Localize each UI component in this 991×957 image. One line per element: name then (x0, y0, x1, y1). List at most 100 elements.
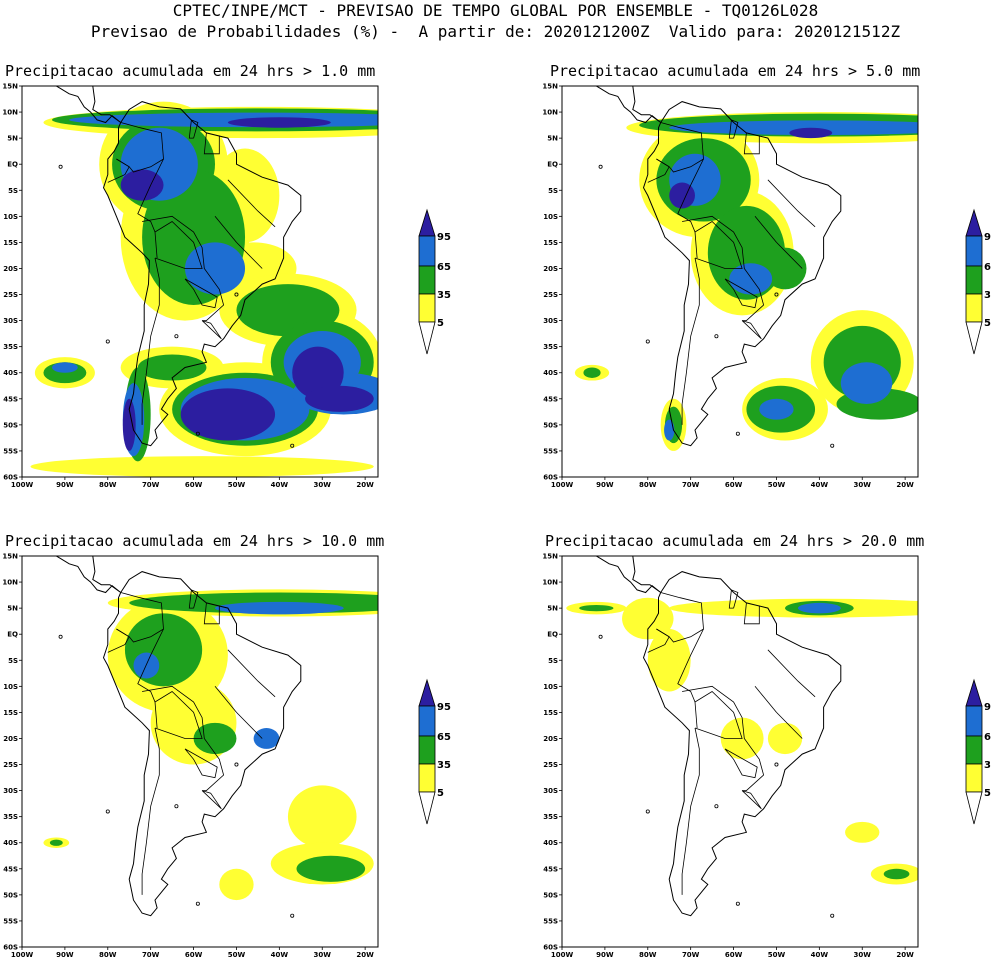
lon-label: 100W (11, 481, 34, 487)
country-border (188, 119, 199, 139)
lon-label: 90W (56, 481, 74, 487)
colorbar-box-5 (965, 763, 983, 793)
lat-label: 40S (543, 369, 558, 377)
lon-label: 30W (314, 481, 332, 487)
island (234, 292, 239, 297)
country-border (236, 242, 263, 269)
colorbar-label-65: 65 (984, 732, 991, 743)
lat-label: 5N (547, 135, 558, 143)
prob-area-2 (883, 868, 910, 880)
island (714, 804, 719, 809)
map-frame (561, 85, 919, 478)
country-border (142, 685, 225, 792)
lon-label: 60W (185, 951, 203, 957)
lat-label: 5S (8, 657, 18, 665)
lon-label: 100W (11, 951, 34, 957)
prob-area-2 (49, 839, 63, 846)
map-panel-5mm: 15N 10N 5N EQ 5S 10S 15S 20S 25S 30S 35S 40S 45S 50S 5… (542, 83, 919, 488)
colorbar-label-65: 65 (984, 262, 991, 273)
lon-label: 50W (228, 951, 246, 957)
prob-area-2 (124, 613, 203, 687)
lat-label: 10S (543, 213, 558, 221)
lat-label: 15S (3, 239, 18, 247)
lat-label: 5S (548, 187, 558, 195)
lat-label: 15S (3, 709, 18, 717)
country-border (236, 712, 263, 739)
prob-area-2 (137, 354, 207, 381)
colorbar-label-35: 35 (984, 760, 991, 771)
country-border (227, 649, 276, 698)
country-border (681, 257, 700, 425)
colorbar-label-5: 5 (437, 788, 444, 799)
lon-label: 20W (356, 481, 374, 487)
colorbar-label-35: 35 (437, 760, 451, 771)
lat-label: 10N (542, 579, 558, 587)
lat-label: 20S (543, 265, 558, 273)
prob-area-3 (215, 601, 344, 615)
colorbar-box-35 (965, 265, 983, 295)
colorbar-label-65: 65 (437, 262, 451, 273)
colorbar-cap-95 (418, 678, 436, 707)
island (105, 339, 110, 344)
lat-label: 50S (3, 421, 18, 429)
prob-area-4 (120, 169, 164, 201)
country-border (203, 132, 220, 155)
prob-area-3 (664, 419, 675, 441)
prob-area-3 (840, 362, 893, 405)
lat-label: EQ (547, 161, 558, 169)
colorbar-label-5: 5 (437, 318, 444, 329)
map-axes: 15N 10N 5N EQ 5S 10S 15S 20S 25S 30S 35S 40S 45S 50S 5… (2, 83, 374, 488)
island (735, 901, 740, 906)
country-border (203, 602, 220, 625)
country-border (681, 727, 700, 895)
prob-area-1 (845, 821, 880, 843)
central-america-coastline (595, 86, 662, 124)
lon-label: 20W (896, 481, 914, 487)
lat-label: 60S (3, 474, 18, 482)
colorbar-cap-low (418, 321, 436, 355)
island (735, 431, 740, 436)
lat-label: 5N (7, 605, 18, 613)
colorbar-box-65 (965, 705, 983, 737)
map-axes: 15N 10N 5N EQ 5S 10S 15S 20S 25S 30S 35S 40S 45S 50S 5… (542, 83, 914, 488)
country-border (743, 602, 760, 625)
prob-area-1 (219, 868, 254, 901)
prob-area-3 (52, 362, 78, 373)
country-border (184, 278, 218, 309)
country-border (682, 215, 765, 322)
lat-label: 15N (2, 83, 18, 91)
prob-area-3 (759, 398, 794, 420)
lat-label: EQ (7, 161, 18, 169)
country-border (188, 589, 199, 609)
prob-area-2 (296, 855, 366, 882)
lat-label: 55S (543, 917, 558, 925)
lat-label: 15S (543, 239, 558, 247)
lon-label: 40W (811, 481, 829, 487)
island (598, 164, 603, 169)
country-border (728, 119, 739, 139)
prob-area-1 (647, 628, 691, 692)
lon-label: 90W (596, 951, 614, 957)
lon-label: 60W (185, 481, 203, 487)
prob-area-4 (305, 385, 374, 412)
lat-label: 25S (3, 291, 18, 299)
lat-label: 10S (543, 683, 558, 691)
lat-label: 35S (3, 813, 18, 821)
colorbar-label-95: 95 (437, 232, 451, 243)
lat-label: 30S (3, 317, 18, 325)
lat-label: 15N (542, 83, 558, 91)
lat-label: 50S (543, 891, 558, 899)
lat-label: 30S (543, 317, 558, 325)
lat-label: 20S (3, 265, 18, 273)
country-border (776, 242, 803, 269)
colorbar-box-35 (965, 735, 983, 765)
country-border (728, 589, 739, 609)
colorbar-box-5 (965, 293, 983, 323)
lon-label: 100W (551, 951, 574, 957)
prob-area-2 (583, 367, 601, 378)
lon-label: 60W (725, 481, 743, 487)
lon-label: 80W (99, 481, 117, 487)
prob-area-2 (579, 605, 614, 612)
lon-label: 60W (725, 951, 743, 957)
colorbar-label-95: 95 (984, 702, 991, 713)
